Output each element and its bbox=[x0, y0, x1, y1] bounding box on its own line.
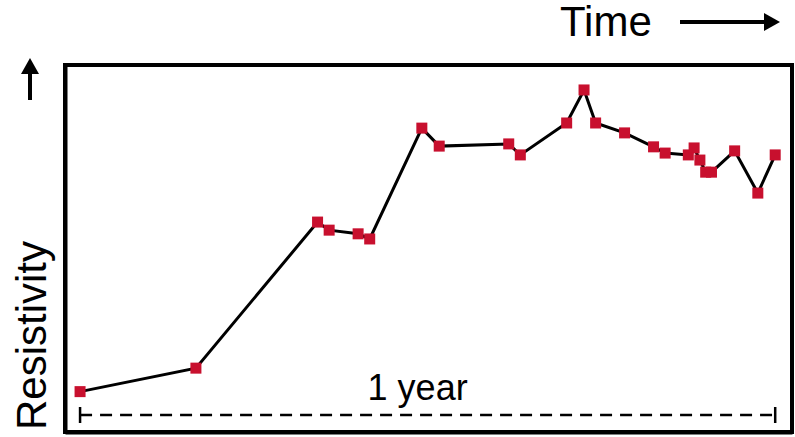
x-axis-title: Time bbox=[560, 0, 652, 45]
marker bbox=[353, 228, 364, 239]
marker bbox=[364, 233, 375, 244]
marker bbox=[729, 145, 740, 156]
annotation: 1 year bbox=[368, 367, 468, 408]
marker bbox=[648, 141, 659, 152]
marker bbox=[752, 188, 763, 199]
marker bbox=[503, 138, 514, 149]
plot-area bbox=[75, 84, 781, 397]
arrow-head bbox=[764, 13, 780, 31]
marker bbox=[660, 148, 671, 159]
marker bbox=[694, 155, 705, 166]
marker bbox=[324, 225, 335, 236]
span-line bbox=[80, 414, 775, 417]
marker bbox=[590, 117, 601, 128]
axis-line bbox=[64, 66, 68, 433]
marker bbox=[312, 217, 323, 228]
arrow-shaft bbox=[28, 74, 32, 100]
arrow-shaft bbox=[680, 20, 764, 24]
marker bbox=[75, 386, 86, 397]
marker bbox=[190, 363, 201, 374]
y-axis bbox=[65, 66, 66, 433]
marker bbox=[434, 141, 445, 152]
arrow-head bbox=[21, 58, 39, 74]
marker bbox=[515, 149, 526, 160]
line bbox=[80, 90, 775, 392]
plot-frame bbox=[65, 65, 792, 432]
chart: Time Resistivity 1 year bbox=[0, 0, 795, 437]
y-axis-title: Resistivity bbox=[8, 241, 55, 430]
marker bbox=[770, 149, 781, 160]
span-end bbox=[774, 407, 777, 423]
span-end bbox=[79, 407, 82, 423]
y-arrow bbox=[21, 58, 39, 100]
marker bbox=[619, 127, 630, 138]
marker bbox=[579, 84, 590, 95]
marker bbox=[416, 123, 427, 134]
marker bbox=[706, 167, 717, 178]
x-arrow bbox=[680, 13, 780, 31]
axis-line bbox=[66, 431, 793, 435]
marker bbox=[561, 117, 572, 128]
marker bbox=[689, 142, 700, 153]
x-axis bbox=[66, 432, 793, 433]
